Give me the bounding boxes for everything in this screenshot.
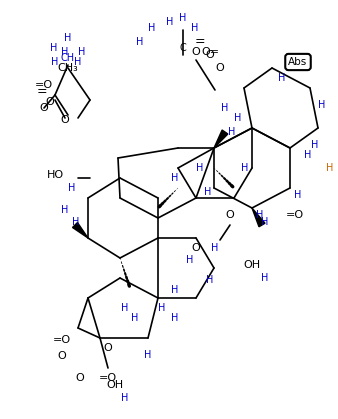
Polygon shape xyxy=(214,130,228,148)
Text: O: O xyxy=(206,50,214,60)
Text: H: H xyxy=(234,113,242,123)
Text: H: H xyxy=(171,313,179,323)
Text: =O: =O xyxy=(35,80,53,90)
Text: =O: =O xyxy=(99,373,117,383)
Text: H: H xyxy=(261,273,269,283)
Text: H: H xyxy=(278,73,286,83)
Text: H: H xyxy=(179,13,187,23)
Text: O: O xyxy=(46,97,54,107)
Text: H: H xyxy=(261,217,269,227)
Text: H: H xyxy=(318,100,326,110)
Text: H: H xyxy=(196,163,204,173)
Text: H: H xyxy=(136,37,144,47)
Text: OH: OH xyxy=(243,260,261,270)
Polygon shape xyxy=(252,208,265,227)
Text: H: H xyxy=(326,163,334,173)
Text: H: H xyxy=(50,43,58,53)
Text: H: H xyxy=(121,303,129,313)
Text: O: O xyxy=(57,351,66,361)
Text: H: H xyxy=(221,103,229,113)
Text: H: H xyxy=(61,47,69,57)
Text: H: H xyxy=(61,205,69,215)
Text: H: H xyxy=(171,173,179,183)
Text: H: H xyxy=(144,350,152,360)
Text: H: H xyxy=(121,393,129,403)
Text: CH: CH xyxy=(61,53,75,63)
Text: O: O xyxy=(216,63,224,73)
Text: H: H xyxy=(68,183,76,193)
Text: C: C xyxy=(179,43,186,53)
Text: H: H xyxy=(211,243,219,253)
Text: HO: HO xyxy=(46,170,64,180)
Text: H: H xyxy=(241,163,249,173)
Text: CH₃: CH₃ xyxy=(57,63,78,73)
Text: =: = xyxy=(37,85,47,98)
Text: OH: OH xyxy=(106,380,124,390)
Text: H: H xyxy=(311,140,319,150)
Text: H: H xyxy=(166,17,174,27)
Text: H: H xyxy=(148,23,156,33)
Text: H: H xyxy=(72,217,80,227)
Text: =O: =O xyxy=(53,335,71,345)
Text: O: O xyxy=(226,210,234,220)
Text: H: H xyxy=(206,275,214,285)
Text: H: H xyxy=(158,303,166,313)
Text: H: H xyxy=(204,187,212,197)
Text: Abs: Abs xyxy=(288,57,308,67)
Text: H: H xyxy=(64,33,72,43)
Text: H: H xyxy=(186,255,194,265)
Text: O: O xyxy=(192,47,200,57)
Text: =: = xyxy=(195,36,205,49)
Text: H: H xyxy=(131,313,139,323)
Text: H: H xyxy=(228,127,236,137)
Text: O: O xyxy=(104,343,112,353)
Text: H: H xyxy=(51,57,59,67)
Text: H: H xyxy=(74,57,82,67)
Text: O: O xyxy=(76,373,84,383)
Text: H: H xyxy=(304,150,312,160)
Text: H: H xyxy=(171,285,179,295)
Text: =O: =O xyxy=(286,210,304,220)
Text: O: O xyxy=(192,243,200,253)
Text: H: H xyxy=(191,23,199,33)
Text: H: H xyxy=(294,190,302,200)
Polygon shape xyxy=(73,222,88,238)
Text: O: O xyxy=(61,115,69,125)
Text: H: H xyxy=(256,210,264,220)
Text: H: H xyxy=(78,47,86,57)
Text: O=: O= xyxy=(201,47,219,57)
Text: O: O xyxy=(40,103,48,113)
